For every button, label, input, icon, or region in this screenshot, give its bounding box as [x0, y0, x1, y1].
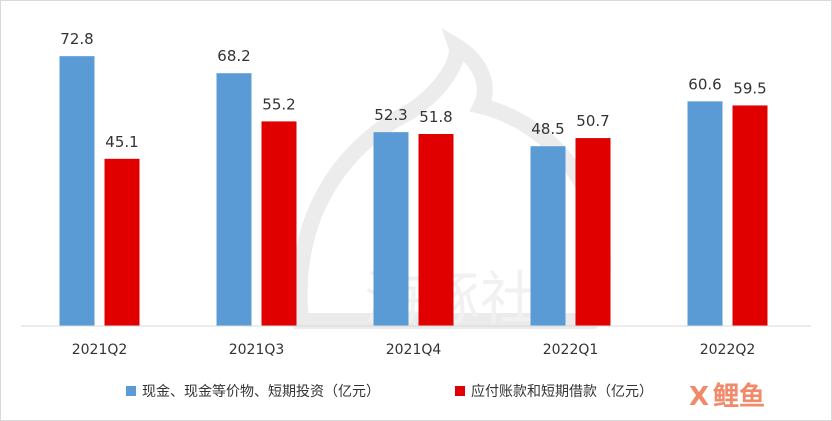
category-label-2022Q2: 2022Q2	[700, 342, 756, 358]
data-label-2021Q2-series-1: 72.8	[60, 30, 93, 48]
legend-swatch-series-1	[126, 386, 136, 396]
legend-label-series-2: 应付账款和短期借款（亿元）	[471, 383, 653, 400]
data-label-2022Q2-series-2: 59.5	[733, 79, 766, 97]
bar-2021Q3-series-2	[261, 121, 297, 326]
bar-2021Q4-series-1	[373, 132, 409, 326]
corner-watermark-text: 鲤鱼	[713, 382, 765, 412]
bar-2021Q2-series-1	[59, 56, 95, 327]
data-label-2022Q2-series-1: 60.6	[688, 75, 721, 93]
data-label-2021Q3-series-1: 68.2	[217, 47, 250, 65]
bar-2022Q2-series-2	[732, 105, 768, 326]
data-label-2022Q1-series-2: 50.7	[576, 112, 609, 130]
value-labels-group: 72.8 45.1 68.2 55.2 52.3 51.8 48.5 50.7 60.6 59.5	[60, 30, 766, 151]
bar-2021Q2-series-2	[104, 158, 140, 326]
legend: 现金、现金等价物、短期投资（亿元） 应付账款和短期借款（亿元）	[126, 383, 653, 400]
bar-2022Q2-series-1	[687, 101, 723, 326]
data-label-2021Q2-series-2: 45.1	[105, 133, 138, 151]
bars-group	[59, 56, 768, 327]
data-label-2021Q4-series-1: 52.3	[374, 106, 407, 124]
category-label-2022Q1: 2022Q1	[543, 342, 599, 358]
bar-2022Q1-series-2	[575, 138, 611, 326]
data-label-2021Q4-series-2: 51.8	[419, 108, 452, 126]
x-logo-icon: X	[689, 382, 709, 412]
legend-swatch-series-2	[455, 386, 465, 396]
category-label-2021Q2: 2021Q2	[72, 342, 128, 358]
corner-watermark: X 鲤鱼	[689, 382, 765, 412]
category-label-2021Q4: 2021Q4	[386, 342, 442, 358]
data-label-2021Q3-series-2: 55.2	[262, 95, 295, 113]
bar-2021Q3-series-1	[216, 73, 252, 327]
data-label-2022Q1-series-1: 48.5	[531, 120, 564, 138]
bar-2021Q4-series-2	[418, 133, 454, 326]
category-labels-group: 2021Q2 2021Q3 2021Q4 2022Q1 2022Q2	[72, 342, 756, 358]
legend-label-series-1: 现金、现金等价物、短期投资（亿元）	[142, 383, 380, 400]
bar-2022Q1-series-1	[530, 146, 566, 326]
category-label-2021Q3: 2021Q3	[229, 342, 285, 358]
